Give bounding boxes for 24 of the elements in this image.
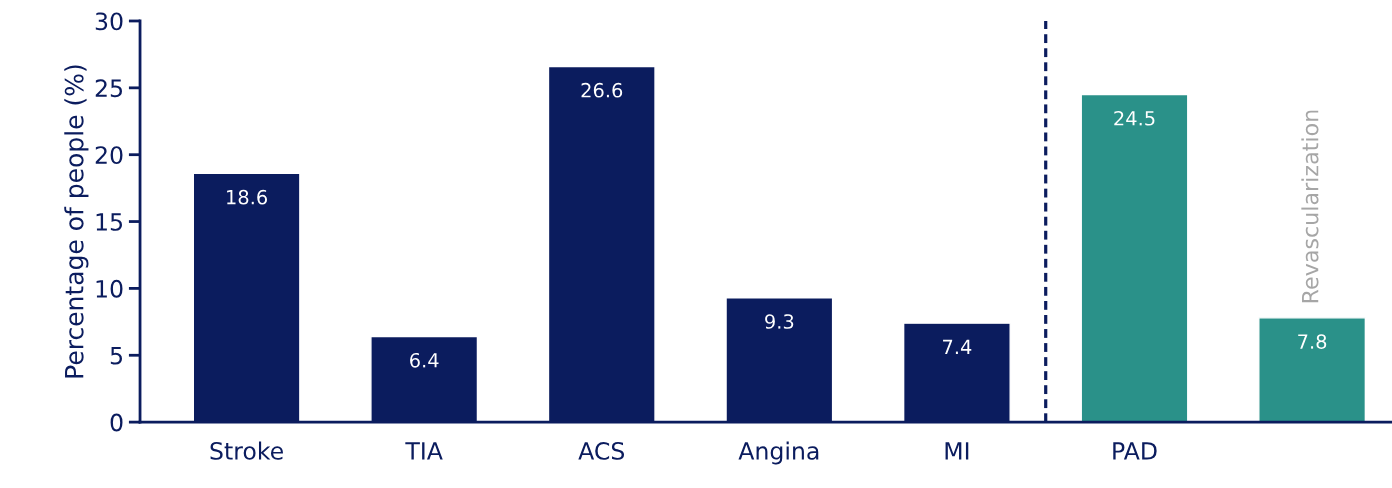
y-tick-label: 30: [95, 12, 123, 31]
y-tick-label: 20: [95, 146, 123, 164]
y-axis-title: Percentage of people (%): [64, 65, 89, 378]
bar: [1080, 93, 1189, 423]
data-label: 7.4: [943, 339, 972, 354]
x-tick-label: TIA: [405, 442, 443, 460]
y-tick-label: 15: [96, 213, 122, 231]
x-tick-label: ACS: [578, 441, 625, 460]
x-tick-label: Stroke: [210, 441, 283, 460]
x-tick-label: PAD: [1113, 442, 1157, 460]
data-label: 7.8: [1298, 334, 1327, 349]
y-tick-label: 5: [110, 347, 122, 365]
bar: [1258, 317, 1367, 423]
y-tick-label: 25: [95, 79, 122, 98]
data-label: 26.6: [581, 82, 623, 98]
data-label: 24.5: [1114, 110, 1155, 126]
annotation: Revascularization: [1301, 110, 1319, 303]
x-tick-label: MI: [945, 442, 969, 460]
data-label: 9.3: [765, 314, 794, 329]
x-tick-label: Angina: [738, 441, 819, 465]
data-label: 18.6: [227, 189, 268, 205]
y-tick-label: 10: [96, 279, 123, 298]
y-tick-label: 0: [110, 413, 123, 432]
data-label: 6.4: [410, 352, 439, 368]
